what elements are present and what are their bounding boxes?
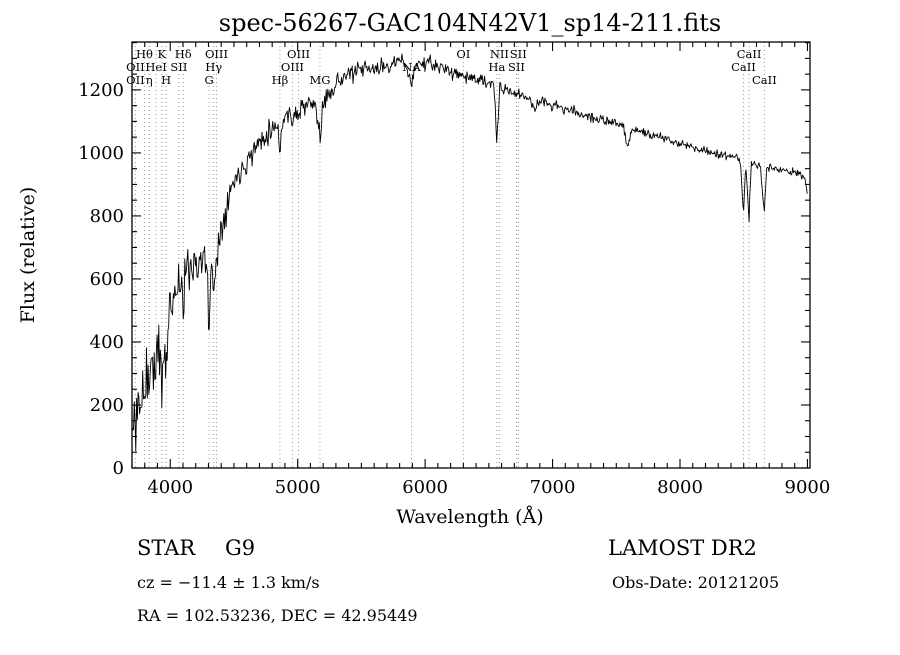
spectral-line-label: SII — [510, 47, 527, 61]
spectral-line-label: Hθ — [136, 47, 153, 61]
x-tick-label: 8000 — [657, 477, 703, 498]
x-tick-label: 6000 — [402, 477, 448, 498]
spectral-line-label: η — [146, 73, 153, 87]
x-tick-label: 7000 — [530, 477, 576, 498]
x-axis-label: Wavelength (Å) — [396, 506, 543, 528]
spectral-line-label: OI — [456, 47, 470, 61]
spectrum-flux-curve — [131, 53, 808, 452]
spectral-line-label: MG — [309, 73, 330, 87]
x-tick-label: 4000 — [147, 477, 193, 498]
y-tick-label: 200 — [90, 395, 124, 416]
y-tick-label: 1200 — [78, 80, 124, 101]
spectrum-curve-group — [131, 53, 808, 452]
spectral-line-label: H — [161, 73, 171, 87]
ra-dec-text: RA = 102.53236, DEC = 42.95449 — [137, 606, 418, 625]
spectral-line-label: CaII — [752, 73, 777, 87]
spectral-line-label: Hδ — [175, 47, 192, 61]
y-tick-label: 1000 — [78, 143, 124, 164]
obs-date-text: Obs-Date: 20121205 — [612, 573, 779, 592]
spectral-line-label: OIII — [287, 47, 310, 61]
axis-ticks-group — [131, 42, 810, 469]
object-class-label: STAR — [137, 536, 196, 560]
spectral-line-markers-group — [134, 42, 765, 468]
survey-release-label: LAMOST DR2 — [608, 536, 757, 560]
y-tick-label: 0 — [113, 458, 124, 479]
spectral-line-label: OII — [126, 73, 145, 87]
plot-title: spec-56267-GAC104N42V1_sp14-211.fits — [219, 9, 721, 37]
plot-frame — [131, 41, 811, 469]
x-tick-label: 5000 — [275, 477, 321, 498]
spectral-line-label: OIII — [281, 60, 304, 74]
object-subclass: G9 — [225, 536, 255, 560]
spectral-line-label: K — [158, 47, 167, 61]
spectral-line-label: SII — [170, 60, 187, 74]
spectral-line-label: SII — [508, 60, 525, 74]
spectral-line-label: CaII — [731, 60, 756, 74]
spectral-line-label: HeI — [145, 60, 166, 74]
spectral-line-label: NII — [490, 47, 509, 61]
y-tick-label: 600 — [90, 269, 124, 290]
y-tick-label: 400 — [90, 332, 124, 353]
y-tick-label: 800 — [90, 206, 124, 227]
axis-tick-labels-group: 4000 5000 6000 7000 8000 9000 0 200 400 600 800 100… — [78, 80, 830, 498]
spectral-line-label: Hβ — [272, 73, 289, 87]
radial-velocity-text: cz = −11.4 ± 1.3 km/s — [137, 573, 320, 592]
spectral-line-labels-group: OIIOIIHθηHeIKHSIIHδGHγOIIIHβOIIIOIIIMGNA… — [126, 47, 777, 87]
spectral-line-label: Hγ — [205, 60, 222, 74]
y-axis-label: Flux (relative) — [17, 187, 39, 324]
spectral-line-label: G — [205, 73, 214, 87]
spectral-line-label: Ha — [488, 60, 505, 74]
spectral-line-label: CaII — [737, 47, 762, 61]
spectral-line-label: OIII — [205, 47, 228, 61]
spectral-line-label: OII — [126, 60, 145, 74]
x-tick-label: 9000 — [785, 477, 831, 498]
